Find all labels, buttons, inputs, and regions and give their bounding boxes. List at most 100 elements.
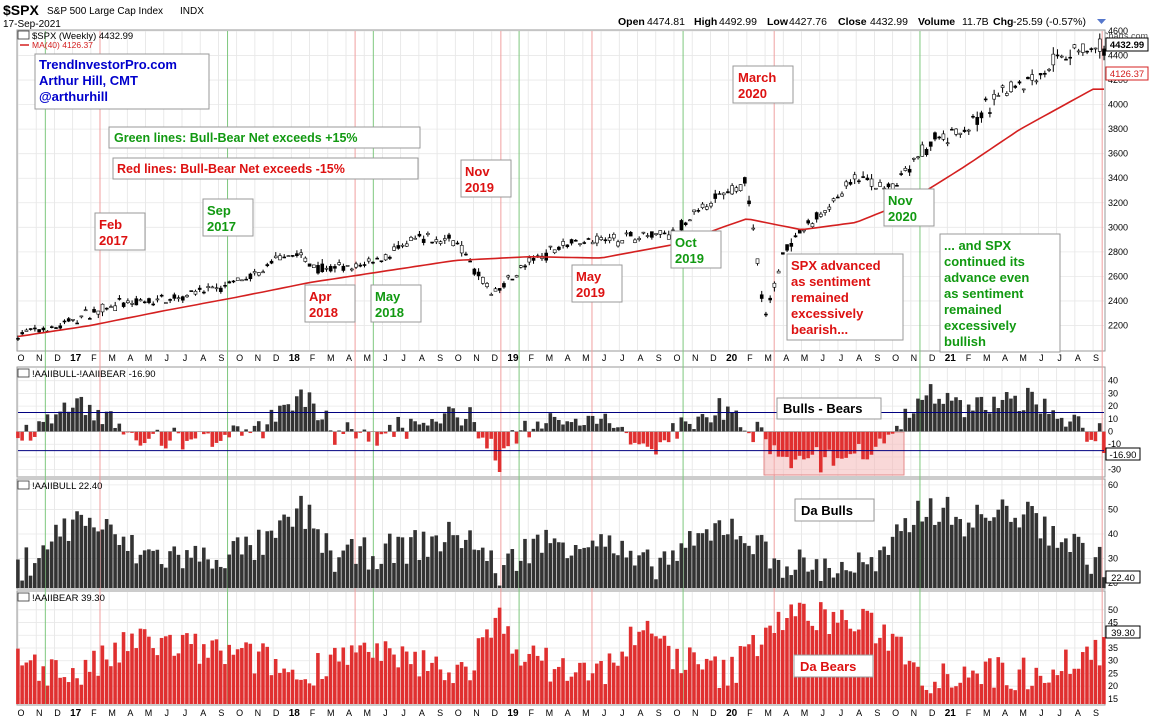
svg-text:4126.37: 4126.37 — [1110, 69, 1144, 80]
net-bar — [151, 431, 155, 434]
y-tick-label: 0 — [1108, 427, 1113, 437]
bull-bar — [586, 547, 591, 588]
net-bar — [265, 424, 269, 432]
bear-bar — [780, 630, 785, 704]
bear-bar — [785, 617, 789, 704]
bull-bar — [1038, 538, 1043, 588]
x-tick-label: M — [145, 353, 153, 363]
price-candle-body — [295, 253, 299, 257]
net-bar — [337, 430, 341, 432]
price-candle-body — [83, 309, 88, 312]
price-candle-body — [130, 303, 134, 305]
price-candle-body — [172, 294, 177, 299]
net-bar — [895, 425, 899, 432]
x-tick-label: 21 — [945, 353, 957, 364]
bull-bar — [649, 566, 654, 588]
price-candle-body — [189, 290, 194, 292]
price-candle-body — [333, 266, 337, 269]
bull-bar — [941, 507, 946, 588]
bull-bar — [704, 529, 709, 588]
net-bar — [789, 431, 793, 469]
price-candle-body — [595, 235, 599, 244]
bear-bar — [109, 666, 113, 704]
x-tick-label: M — [108, 708, 116, 718]
bull-bar — [197, 561, 202, 588]
price-candle-body — [176, 297, 181, 300]
bear-bar — [624, 656, 629, 704]
bear-bar — [738, 646, 743, 704]
credit-box: TrendInvestorPro.com Arthur Hill, CMT @a… — [34, 53, 210, 110]
bull-bar — [16, 559, 20, 588]
bear-bar — [320, 678, 324, 704]
bull-bar — [75, 511, 79, 588]
bear-bar — [206, 657, 210, 704]
x-tick-label: J — [839, 708, 844, 718]
price-candle-body — [1064, 58, 1068, 61]
svg-text:Arthur Hill, CMT: Arthur Hill, CMT — [39, 73, 138, 88]
price-candle-body — [206, 286, 210, 288]
x-tick-label: M — [363, 708, 371, 718]
x-tick-label: J — [183, 708, 188, 718]
net-bar — [793, 431, 798, 460]
net-bar — [966, 404, 971, 432]
price-candle-body — [751, 227, 756, 230]
bull-bar — [514, 570, 519, 588]
signal-lines — [44, 31, 1103, 704]
net-bar — [645, 431, 650, 447]
net-bar — [573, 418, 578, 432]
bull-bar — [1034, 513, 1039, 588]
bear-bar — [278, 672, 282, 704]
net-bar — [1089, 431, 1094, 440]
net-bar — [552, 416, 557, 432]
net-bar — [1047, 413, 1051, 432]
x-tick-label: M — [983, 708, 991, 718]
net-bar — [586, 415, 591, 432]
x-tick-label: F — [747, 708, 753, 718]
bear-bar — [1017, 669, 1022, 704]
price-candle-body — [1013, 85, 1018, 88]
bull-bar — [540, 552, 544, 588]
price-candle-body — [138, 299, 143, 302]
net-bar — [717, 398, 722, 432]
price-candle-body — [345, 265, 350, 267]
dropdown-arrow-icon[interactable] — [1097, 19, 1106, 24]
bear-bar — [480, 637, 485, 704]
close-label: Close — [838, 16, 867, 28]
x-tick-label: 19 — [507, 353, 519, 364]
x-tick-label: A — [783, 353, 789, 363]
net-bar — [159, 431, 164, 446]
svg-text:March: March — [738, 70, 776, 85]
net-bar — [620, 426, 624, 432]
net-bar — [459, 425, 464, 432]
bear-bar — [709, 660, 713, 704]
net-bar — [569, 422, 574, 432]
bull-bar — [556, 542, 561, 588]
bear-bar — [472, 670, 477, 704]
price-candle-body — [307, 263, 312, 267]
svg-text:Sep: Sep — [207, 203, 231, 218]
x-tick-label: 18 — [289, 353, 301, 364]
price-candle-body — [920, 144, 925, 157]
bull-bar — [764, 541, 768, 588]
x-tick-label: M — [108, 353, 116, 363]
bear-bar — [1051, 669, 1055, 704]
bear-bar — [413, 651, 417, 704]
bull-bar — [949, 524, 954, 588]
bull-bar — [96, 531, 100, 588]
bear-bar — [1097, 665, 1102, 704]
svg-text:2017: 2017 — [207, 219, 236, 234]
bull-bar — [193, 545, 198, 588]
bull-bar — [1026, 501, 1030, 588]
net-bar — [780, 431, 785, 457]
bull-bar — [1089, 573, 1094, 588]
net-bar — [1030, 391, 1034, 432]
price-candle-body — [755, 258, 760, 264]
price-candle-body — [362, 264, 367, 266]
y-tick-label: 40 — [1108, 529, 1118, 539]
net-bar — [1072, 414, 1077, 432]
bear-bar — [962, 666, 967, 704]
bear-bar — [599, 661, 603, 704]
bull-bar — [442, 542, 447, 588]
bull-bar — [155, 549, 160, 588]
x-tick-label: M — [983, 353, 991, 363]
